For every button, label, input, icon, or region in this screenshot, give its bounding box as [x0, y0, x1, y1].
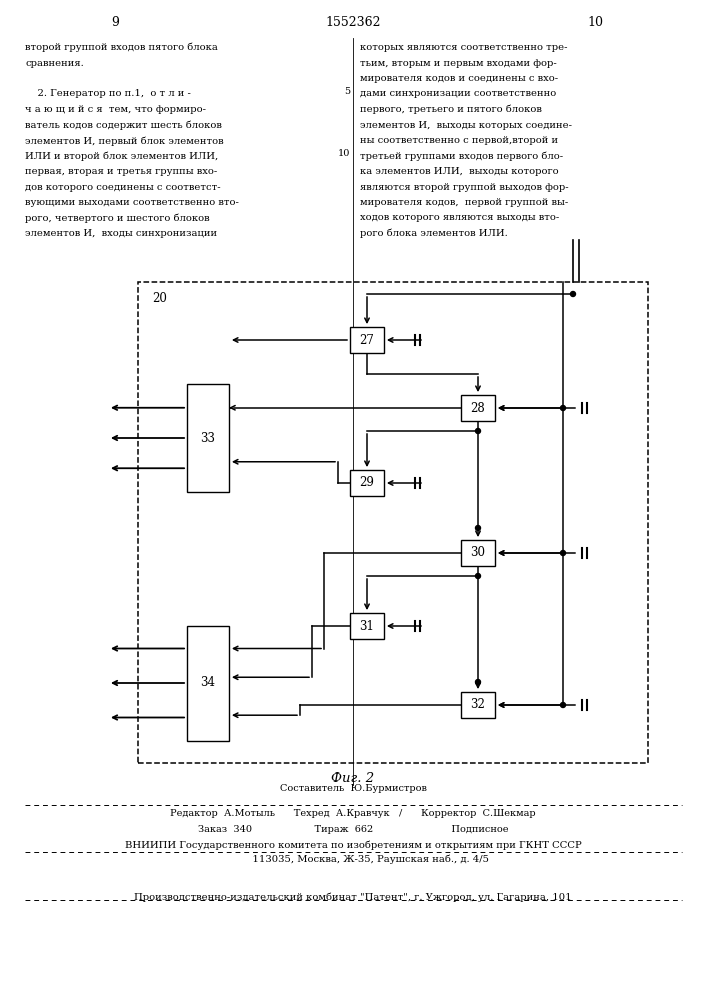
Text: 5: 5 — [344, 88, 350, 97]
Bar — [187, 626, 229, 740]
Text: мирователя кодов и соединены с вхо-: мирователя кодов и соединены с вхо- — [360, 74, 558, 83]
Bar — [350, 470, 384, 496]
Text: 1552362: 1552362 — [325, 15, 381, 28]
Text: Редактор  А.Мотыль      Техред  А.Кравчук   /      Корректор  С.Шекмар: Редактор А.Мотыль Техред А.Кравчук / Кор… — [170, 809, 536, 818]
Text: рого, четвертого и шестого блоков: рого, четвертого и шестого блоков — [25, 214, 209, 223]
Text: 20: 20 — [152, 292, 167, 305]
Circle shape — [476, 574, 481, 578]
Text: 10: 10 — [587, 15, 603, 28]
Text: второй группой входов пятого блока: второй группой входов пятого блока — [25, 43, 218, 52]
Text: 28: 28 — [471, 401, 486, 414]
Text: элементов И,  выходы которых соедине-: элементов И, выходы которых соедине- — [360, 120, 572, 129]
Text: элементов И, первый блок элементов: элементов И, первый блок элементов — [25, 136, 223, 145]
Text: 10: 10 — [338, 149, 350, 158]
Text: ка элементов ИЛИ,  выходы которого: ка элементов ИЛИ, выходы которого — [360, 167, 559, 176]
Text: Составитель  Ю.Бурмистров: Составитель Ю.Бурмистров — [279, 784, 426, 793]
Bar — [461, 395, 495, 421]
Text: 9: 9 — [111, 15, 119, 28]
Bar — [350, 327, 384, 353]
Text: 113035, Москва, Ж-35, Раушская наб., д. 4/5: 113035, Москва, Ж-35, Раушская наб., д. … — [218, 854, 489, 863]
Text: Фиг. 2: Фиг. 2 — [332, 772, 375, 784]
Text: являются второй группой выходов фор-: являются второй группой выходов фор- — [360, 182, 568, 192]
Circle shape — [561, 406, 566, 410]
Text: Производственно-издательский комбинат "Патент", г. Ужгород, ул. Гагарина, 101: Производственно-издательский комбинат "П… — [134, 892, 572, 902]
Text: 29: 29 — [360, 477, 375, 489]
Text: 30: 30 — [470, 546, 486, 560]
Bar — [461, 692, 495, 718]
Text: элементов И,  входы синхронизации: элементов И, входы синхронизации — [25, 229, 217, 238]
Text: 27: 27 — [360, 334, 375, 347]
Circle shape — [561, 702, 566, 708]
Text: третьей группами входов первого бло-: третьей группами входов первого бло- — [360, 151, 563, 161]
Text: 31: 31 — [360, 619, 375, 633]
Text: тьим, вторым и первым входами фор-: тьим, вторым и первым входами фор- — [360, 58, 556, 68]
Text: ч а ю щ и й с я  тем, что формиро-: ч а ю щ и й с я тем, что формиро- — [25, 105, 206, 114]
Text: сравнения.: сравнения. — [25, 58, 83, 68]
Text: ны соответственно с первой,второй и: ны соответственно с первой,второй и — [360, 136, 558, 145]
Circle shape — [476, 680, 481, 684]
Bar — [350, 613, 384, 639]
Text: ВНИИПИ Государственного комитета по изобретениям и открытиям при ГКНТ СССР: ВНИИПИ Государственного комитета по изоб… — [124, 840, 581, 850]
Text: первая, вторая и третья группы вхо-: первая, вторая и третья группы вхо- — [25, 167, 217, 176]
Text: мирователя кодов,  первой группой вы-: мирователя кодов, первой группой вы- — [360, 198, 568, 207]
Text: ИЛИ и второй блок элементов ИЛИ,: ИЛИ и второй блок элементов ИЛИ, — [25, 151, 218, 161]
Circle shape — [476, 526, 481, 530]
Bar — [187, 384, 229, 492]
Text: которых являются соответственно тре-: которых являются соответственно тре- — [360, 43, 568, 52]
Text: дами синхронизации соответственно: дами синхронизации соответственно — [360, 90, 556, 99]
Text: рого блока элементов ИЛИ.: рого блока элементов ИЛИ. — [360, 229, 508, 238]
Bar — [461, 540, 495, 566]
Circle shape — [561, 550, 566, 556]
Text: ходов которого являются выходы вто-: ходов которого являются выходы вто- — [360, 214, 559, 223]
Text: первого, третьего и пятого блоков: первого, третьего и пятого блоков — [360, 105, 542, 114]
Text: 33: 33 — [201, 432, 216, 444]
Text: вующими выходами соответственно вто-: вующими выходами соответственно вто- — [25, 198, 239, 207]
Circle shape — [571, 292, 575, 296]
Text: дов которого соединены с соответст-: дов которого соединены с соответст- — [25, 182, 221, 192]
Text: 2. Генератор по п.1,  о т л и -: 2. Генератор по п.1, о т л и - — [25, 90, 191, 99]
Bar — [138, 282, 648, 763]
Text: Заказ  340                    Тираж  662                         Подписное: Заказ 340 Тираж 662 Подписное — [198, 825, 508, 834]
Text: 32: 32 — [471, 698, 486, 712]
Text: 34: 34 — [201, 676, 216, 690]
Text: ватель кодов содержит шесть блоков: ватель кодов содержит шесть блоков — [25, 120, 222, 130]
Circle shape — [476, 428, 481, 434]
